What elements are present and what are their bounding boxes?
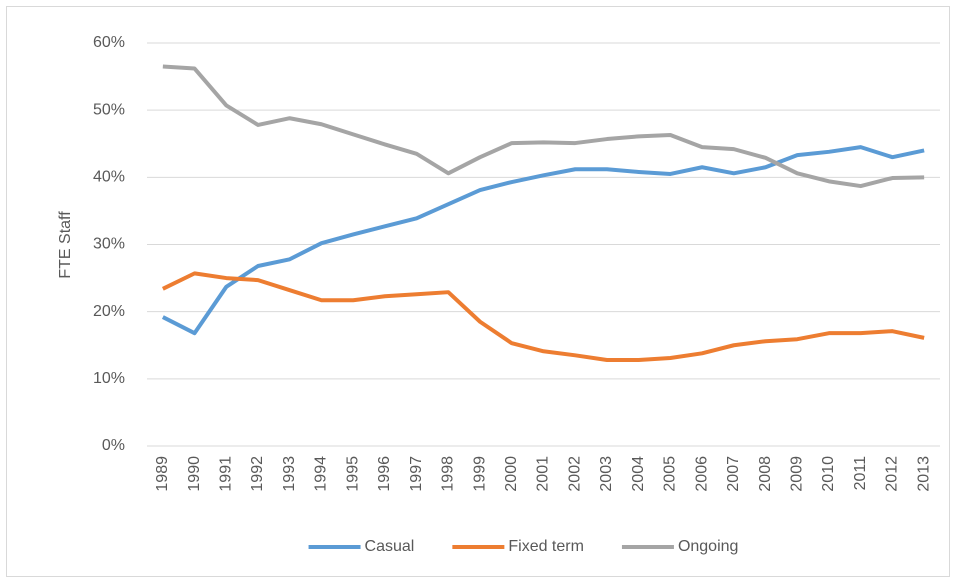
x-tick-label: 2010 bbox=[820, 456, 837, 492]
x-tick-label: 2001 bbox=[535, 456, 552, 492]
x-tick-label: 2012 bbox=[884, 456, 901, 492]
legend-label: Ongoing bbox=[678, 538, 739, 555]
x-tick-label: 2007 bbox=[725, 456, 742, 492]
x-tick-label: 1990 bbox=[186, 456, 203, 492]
y-tick-label: 10% bbox=[93, 370, 125, 387]
legend-label: Casual bbox=[365, 538, 415, 555]
x-tick-label: 2003 bbox=[598, 456, 615, 492]
x-tick-label: 2004 bbox=[630, 456, 647, 492]
x-tick-label: 1992 bbox=[249, 456, 266, 492]
legend-label: Fixed term bbox=[508, 538, 584, 555]
x-tick-label: 2008 bbox=[757, 456, 774, 492]
x-tick-label: 2006 bbox=[693, 456, 710, 492]
chart-border bbox=[6, 6, 950, 577]
y-tick-label: 60% bbox=[93, 34, 125, 51]
x-tick-label: 1995 bbox=[344, 456, 361, 492]
x-tick-label: 2013 bbox=[915, 456, 932, 492]
x-tick-label: 1997 bbox=[408, 456, 425, 492]
x-tick-label: 1996 bbox=[376, 456, 393, 492]
line-series bbox=[161, 271, 925, 363]
line-series bbox=[161, 145, 925, 336]
x-tick-label: 2000 bbox=[503, 456, 520, 492]
x-tick-label: 1999 bbox=[471, 456, 488, 492]
x-tick-label: 2005 bbox=[662, 456, 679, 492]
y-axis-label: FTE Staff bbox=[57, 211, 74, 279]
x-tick-label: 1993 bbox=[281, 456, 298, 492]
x-tick-label: 2009 bbox=[788, 456, 805, 492]
y-tick-label: 30% bbox=[93, 236, 125, 253]
x-tick-label: 1994 bbox=[313, 456, 330, 492]
x-tick-label: 2002 bbox=[566, 456, 583, 492]
y-tick-label: 40% bbox=[93, 169, 125, 186]
x-tick-label: 1989 bbox=[154, 456, 171, 492]
line-series bbox=[162, 64, 925, 189]
x-tick-label: 2011 bbox=[852, 456, 869, 491]
y-tick-label: 20% bbox=[93, 303, 125, 320]
y-tick-label: 50% bbox=[93, 101, 125, 118]
y-tick-label: 0% bbox=[102, 437, 125, 454]
x-tick-label: 1991 bbox=[218, 456, 235, 492]
x-tick-label: 1998 bbox=[440, 456, 457, 492]
